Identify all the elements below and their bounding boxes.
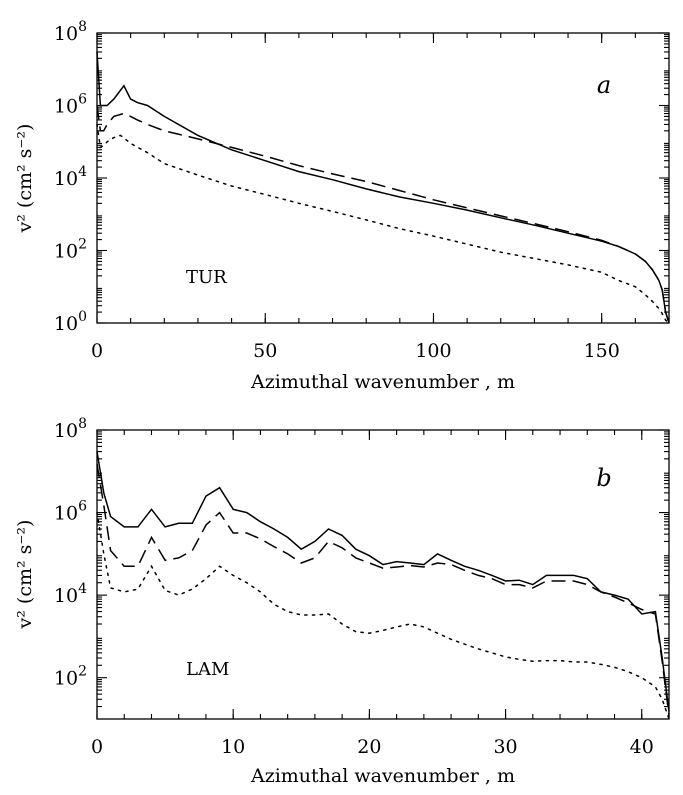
y-tick-label: 100 [54,309,87,335]
y-tick-exponent: 4 [78,164,87,180]
panel-letter: a [597,71,611,99]
y-tick-base: 10 [54,420,78,442]
y-tick-exponent: 2 [78,664,87,680]
x-axis-label: Azimuthal wavenumber , m [250,371,515,393]
series-dotted-line [96,123,670,324]
y-tick-base: 10 [54,241,78,263]
model-annotation: LAM [186,659,229,680]
x-axis-label: Azimuthal wavenumber , m [250,765,515,787]
y-tick-label: 104 [54,581,87,607]
series-solid-line [96,451,670,712]
y-tick-base: 10 [54,313,78,335]
panel-letter: b [596,464,611,492]
x-tick-label: 50 [253,340,277,362]
model-annotation: TUR [186,267,227,288]
y-tick-exponent: 6 [78,499,87,515]
x-tick-label: 20 [357,736,381,758]
y-axis-label: v² (cm² s⁻²) [14,124,36,234]
x-tick-label: 40 [630,736,654,758]
x-tick-label: 150 [584,340,620,362]
x-tick-label: 30 [493,736,517,758]
y-tick-base: 10 [54,668,78,690]
y-tick-exponent: 0 [78,309,87,325]
y-tick-exponent: 2 [78,237,87,253]
y-tick-label: 108 [54,416,87,442]
y-tick-label: 102 [54,664,87,690]
y-tick-base: 10 [54,168,78,190]
x-tick-label: 0 [91,340,103,362]
plot-frame [96,32,670,324]
y-axis-label: v² (cm² s⁻²) [14,520,36,630]
y-tick-base: 10 [54,96,78,118]
y-tick-label: 102 [54,237,87,263]
plot-frame [96,429,670,720]
y-tick-base: 10 [54,23,78,45]
y-tick-base: 10 [54,503,78,525]
y-tick-exponent: 6 [78,92,87,108]
x-tick-label: 0 [91,736,103,758]
series-solid-line [96,51,670,324]
y-tick-base: 10 [54,585,78,607]
y-tick-label: 108 [54,19,87,45]
y-tick-exponent: 4 [78,581,87,597]
y-tick-label: 106 [54,92,87,118]
series-dashed-line [96,463,670,716]
x-tick-label: 100 [415,340,451,362]
y-tick-exponent: 8 [78,19,87,35]
y-tick-exponent: 8 [78,416,87,432]
series-dashed-line [96,105,670,324]
y-tick-label: 104 [54,164,87,190]
x-tick-label: 10 [221,736,245,758]
series-dotted-line [96,511,670,720]
y-tick-label: 106 [54,499,87,525]
